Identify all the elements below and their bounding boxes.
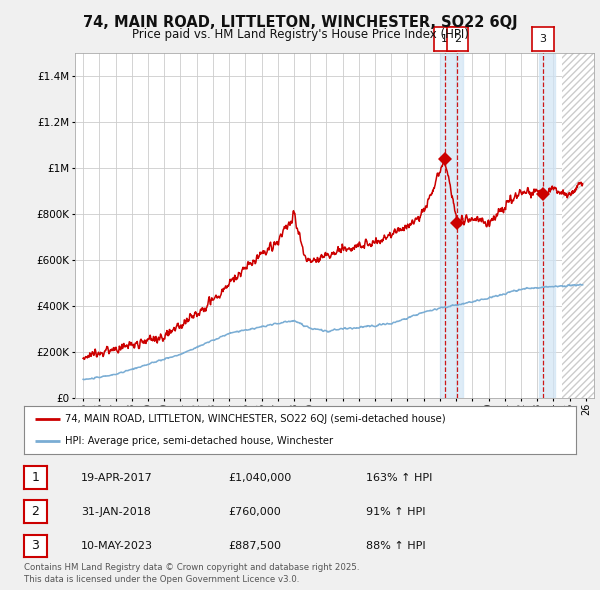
Text: 2: 2: [454, 34, 461, 44]
Text: 88% ↑ HPI: 88% ↑ HPI: [366, 542, 425, 551]
Bar: [539, 53, 555, 398]
Text: 19-APR-2017: 19-APR-2017: [81, 473, 153, 483]
Text: 74, MAIN ROAD, LITTLETON, WINCHESTER, SO22 6QJ: 74, MAIN ROAD, LITTLETON, WINCHESTER, SO…: [83, 15, 517, 30]
Text: 2: 2: [31, 505, 40, 518]
Text: Price paid vs. HM Land Registry's House Price Index (HPI): Price paid vs. HM Land Registry's House …: [131, 28, 469, 41]
Text: £760,000: £760,000: [228, 507, 281, 517]
Text: 3: 3: [539, 34, 547, 44]
Bar: [562, 53, 600, 398]
Bar: [562, 53, 600, 398]
Text: 1: 1: [31, 471, 40, 484]
Text: 10-MAY-2023: 10-MAY-2023: [81, 542, 153, 551]
Text: 74, MAIN ROAD, LITTLETON, WINCHESTER, SO22 6QJ (semi-detached house): 74, MAIN ROAD, LITTLETON, WINCHESTER, SO…: [65, 414, 446, 424]
Text: 163% ↑ HPI: 163% ↑ HPI: [366, 473, 433, 483]
Text: 31-JAN-2018: 31-JAN-2018: [81, 507, 151, 517]
Text: HPI: Average price, semi-detached house, Winchester: HPI: Average price, semi-detached house,…: [65, 436, 334, 446]
Bar: [440, 53, 463, 398]
Text: Contains HM Land Registry data © Crown copyright and database right 2025.
This d: Contains HM Land Registry data © Crown c…: [24, 563, 359, 584]
Text: £1,040,000: £1,040,000: [228, 473, 291, 483]
Text: £887,500: £887,500: [228, 542, 281, 551]
Text: 1: 1: [441, 34, 448, 44]
Text: 3: 3: [31, 539, 40, 552]
Text: 91% ↑ HPI: 91% ↑ HPI: [366, 507, 425, 517]
